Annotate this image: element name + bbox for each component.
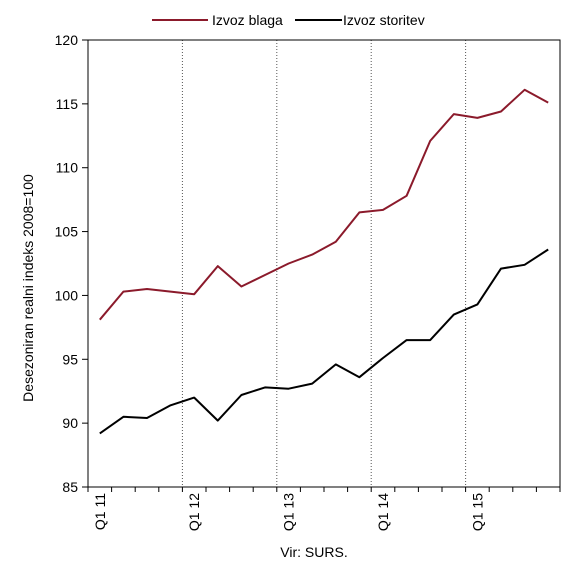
y-axis-title: Desezoniran realni indeks 2008=100 (20, 174, 36, 402)
plot-area (87, 39, 561, 488)
legend-label-izvoz-storitev: Izvoz storitev (343, 12, 425, 28)
y-tick-label: 90 (62, 415, 78, 431)
x-tick-label: Q1 11 (92, 493, 108, 530)
y-tick-label: 115 (56, 96, 79, 112)
legend: Izvoz blaga Izvoz storitev (152, 12, 425, 28)
series-line-izvoz-storitev (99, 248, 549, 435)
x-tick-label: Q1 13 (281, 493, 297, 531)
series-line-izvoz-blaga (99, 88, 549, 321)
y-tick-label: 95 (62, 351, 78, 367)
x-tick-label: Q1 14 (375, 493, 391, 531)
gridlines (181, 40, 467, 487)
x-tick-label: Q1 12 (186, 493, 202, 531)
y-tick-label: 105 (55, 224, 79, 240)
legend-label-izvoz-blaga: Izvoz blaga (212, 12, 283, 28)
y-tick-label: 100 (55, 287, 79, 303)
x-axis: Q1 11 Q1 12 Q1 13 Q1 14 Q1 15 (87, 487, 561, 531)
y-tick-label: 120 (55, 32, 79, 48)
y-tick-label: 85 (62, 479, 78, 495)
x-tick-label: Q1 15 (469, 493, 485, 531)
y-axis: 85 90 95 100 105 110 115 120 (55, 32, 88, 495)
series-layer (99, 88, 549, 435)
y-tick-label: 110 (56, 160, 79, 176)
source-note: Vir: SURS. (280, 544, 347, 560)
